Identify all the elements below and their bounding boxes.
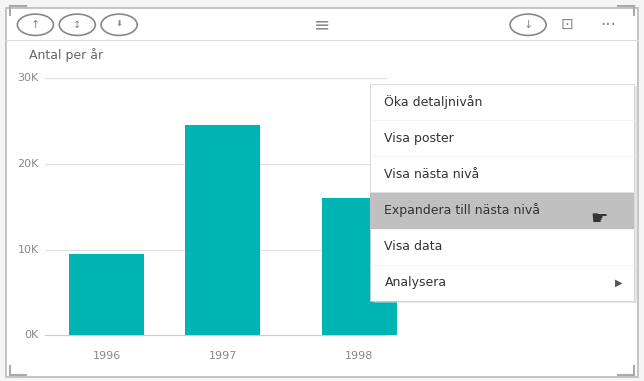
Text: ↑: ↑ <box>31 20 40 30</box>
Text: 10K: 10K <box>17 245 39 255</box>
Bar <box>69 254 144 335</box>
FancyBboxPatch shape <box>6 8 638 377</box>
Text: 0K: 0K <box>24 330 39 340</box>
FancyBboxPatch shape <box>370 84 634 301</box>
FancyBboxPatch shape <box>374 86 638 303</box>
Text: Visa nästa nivå: Visa nästa nivå <box>384 168 480 181</box>
Text: Visa data: Visa data <box>384 240 443 253</box>
Text: ☛: ☛ <box>590 209 608 227</box>
Text: 30K: 30K <box>17 73 39 83</box>
Text: ⊡: ⊡ <box>560 17 573 32</box>
Text: ···: ··· <box>601 16 616 34</box>
Text: Expandera till nästa nivå: Expandera till nästa nivå <box>384 203 540 218</box>
Text: ↕: ↕ <box>73 20 81 30</box>
Text: 1998: 1998 <box>345 351 374 360</box>
Text: Analysera: Analysera <box>384 276 446 290</box>
Text: 20K: 20K <box>17 159 39 169</box>
Text: ▶: ▶ <box>615 278 623 288</box>
Text: 1996: 1996 <box>92 351 120 360</box>
Text: ↓: ↓ <box>524 20 533 30</box>
Bar <box>185 125 260 335</box>
Bar <box>321 198 397 335</box>
Text: Visa poster: Visa poster <box>384 131 454 145</box>
Text: Antal per år: Antal per år <box>29 48 103 62</box>
Text: Öka detaljnivån: Öka detaljnivån <box>384 95 483 109</box>
Bar <box>370 192 634 229</box>
Text: ⬇: ⬇ <box>116 20 122 29</box>
Text: 1997: 1997 <box>209 351 237 360</box>
Text: ≡: ≡ <box>314 15 330 34</box>
